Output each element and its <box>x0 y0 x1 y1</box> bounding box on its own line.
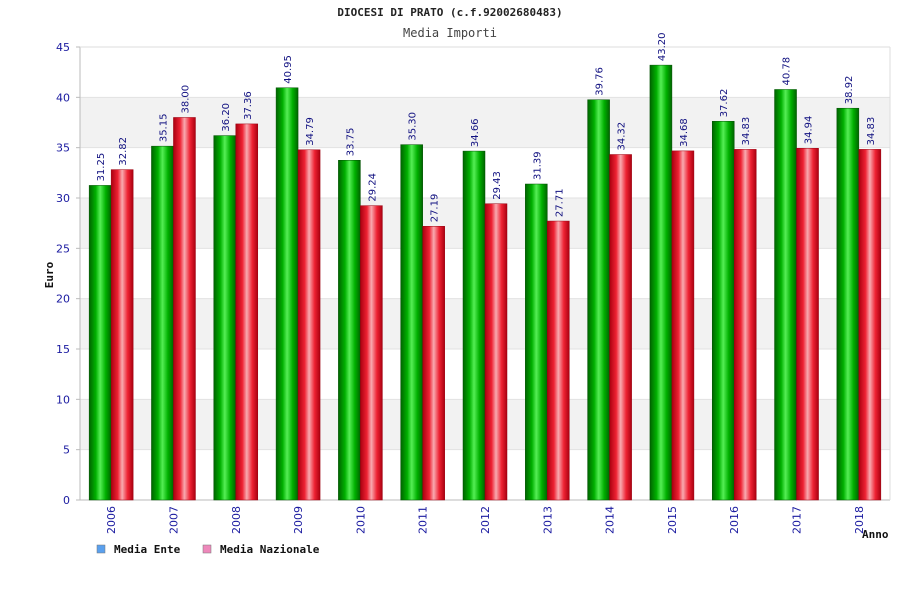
y-tick-label: 40 <box>56 91 70 104</box>
y-tick-label: 45 <box>56 41 70 54</box>
data-label: 35.15 <box>158 114 169 143</box>
bar-media-ente <box>213 135 237 501</box>
x-tick-label: 2014 <box>604 506 617 534</box>
legend-swatch-nazionale <box>202 544 212 554</box>
x-tick-label: 2013 <box>541 506 554 534</box>
bar-media-ente <box>711 121 735 501</box>
bar-media-nazionale <box>733 149 757 501</box>
data-label: 35.30 <box>408 112 419 141</box>
chart-subtitle: Media Importi <box>403 26 497 40</box>
bar-media-nazionale <box>671 150 695 501</box>
y-tick-label: 15 <box>56 343 70 356</box>
data-label: 27.19 <box>430 194 441 223</box>
x-tick-label: 2015 <box>666 506 679 534</box>
bar-media-nazionale <box>173 117 196 501</box>
data-label: 38.00 <box>180 85 191 114</box>
bar-media-ente <box>525 183 548 501</box>
data-label: 34.32 <box>617 122 628 151</box>
data-label: 37.36 <box>243 91 254 120</box>
data-label: 34.68 <box>679 118 690 147</box>
x-axis-ticks: 2006 2007 2008 2009 2010 2011 2012 2013 2014 2015… <box>105 506 866 534</box>
y-tick-label: 35 <box>56 142 70 155</box>
grid-band <box>80 97 890 148</box>
bar-media-ente <box>462 150 486 501</box>
bar-media-ente <box>88 185 112 501</box>
x-tick-label: 2009 <box>292 506 305 534</box>
bar-media-ente <box>649 64 673 501</box>
data-label: 32.82 <box>118 137 129 166</box>
x-tick-label: 2017 <box>791 506 804 534</box>
legend: Media Ente Media Nazionale <box>96 543 320 556</box>
data-label: 29.24 <box>367 173 378 202</box>
y-tick-label: 30 <box>56 192 70 205</box>
data-label: 34.94 <box>804 116 815 145</box>
bar-media-nazionale <box>547 220 570 501</box>
bar-media-nazionale <box>796 148 819 501</box>
y-axis-ticks: 0 5 10 15 20 25 30 35 40 45 <box>56 41 80 507</box>
chart-title: DIOCESI DI PRATO (c.f.92002680483) <box>337 6 562 19</box>
x-tick-label: 2018 <box>853 506 866 534</box>
data-label: 34.66 <box>470 118 481 147</box>
data-label: 29.43 <box>492 171 503 200</box>
data-label: 34.83 <box>866 117 877 146</box>
bar-media-ente <box>587 99 610 501</box>
data-label: 43.20 <box>657 32 668 61</box>
data-label: 33.75 <box>345 128 356 157</box>
data-label: 27.71 <box>554 188 565 217</box>
y-tick-label: 5 <box>63 444 70 457</box>
y-tick-label: 0 <box>63 494 70 507</box>
legend-label-nazionale: Media Nazionale <box>220 543 320 556</box>
bar-media-nazionale <box>484 203 508 501</box>
data-label: 38.92 <box>844 76 855 105</box>
x-tick-label: 2016 <box>728 506 741 534</box>
bar-media-nazionale <box>422 226 445 501</box>
data-label: 31.39 <box>532 151 543 180</box>
x-tick-label: 2012 <box>479 506 492 534</box>
legend-label-ente: Media Ente <box>114 543 181 556</box>
data-label: 40.95 <box>283 55 294 84</box>
x-tick-label: 2010 <box>354 506 367 534</box>
bar-media-nazionale <box>297 149 321 501</box>
bar-media-ente <box>275 87 299 501</box>
bar-media-ente <box>400 144 423 501</box>
data-label: 39.76 <box>595 67 606 96</box>
data-label: 34.83 <box>741 117 752 146</box>
y-tick-label: 10 <box>56 393 70 406</box>
bar-media-nazionale <box>858 149 882 501</box>
x-tick-label: 2008 <box>230 506 243 534</box>
bars <box>88 64 882 501</box>
bar-media-nazionale <box>360 205 383 501</box>
legend-swatch-ente <box>96 544 106 554</box>
data-labels: 31.25 32.82 35.15 38.00 36.20 37.36 40.95 34.79… <box>96 32 877 222</box>
bar-media-ente <box>774 89 797 501</box>
y-tick-label: 25 <box>56 242 70 255</box>
x-axis-label: Anno <box>862 528 889 541</box>
bar-media-nazionale <box>609 154 632 501</box>
data-label: 40.78 <box>782 57 793 86</box>
x-tick-label: 2007 <box>167 506 180 534</box>
bar-media-nazionale <box>110 169 134 501</box>
bar-media-ente <box>836 107 860 501</box>
data-label: 37.62 <box>719 89 730 118</box>
bar-media-ente <box>151 145 174 501</box>
bar-media-nazionale <box>235 123 259 501</box>
x-tick-label: 2011 <box>417 506 430 534</box>
y-tick-label: 20 <box>56 293 70 306</box>
data-label: 36.20 <box>221 103 232 132</box>
x-tick-label: 2006 <box>105 506 118 534</box>
data-label: 34.79 <box>305 117 316 146</box>
y-axis-label: Euro <box>43 261 56 288</box>
bar-media-ente <box>338 160 361 501</box>
data-label: 31.25 <box>96 153 107 182</box>
